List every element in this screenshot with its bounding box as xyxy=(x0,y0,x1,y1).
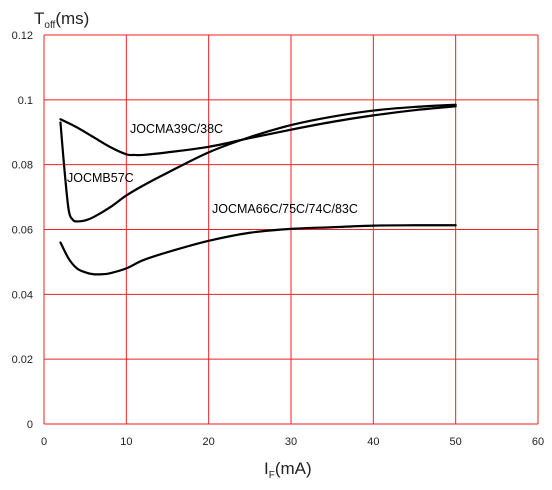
x-tick-label: 10 xyxy=(120,436,132,448)
series-label-jocma39c: JOCMA39C/38C xyxy=(130,122,223,136)
y-tick-label: 0.1 xyxy=(18,95,33,107)
x-axis-title-unit: (mA) xyxy=(275,459,312,478)
x-tick-label: 50 xyxy=(450,436,462,448)
series-label-jocma66c: JOCMA66C/75C/74C/83C xyxy=(212,202,358,216)
series-label-jocmb57c: JOCMB57C xyxy=(67,171,134,185)
x-tick-label: 40 xyxy=(367,436,379,448)
x-axis-title-main: I xyxy=(264,459,269,478)
y-axis-title: Toff(ms) xyxy=(34,9,89,31)
x-axis-title: IF(mA) xyxy=(264,459,312,481)
x-tick-label: 0 xyxy=(41,436,47,448)
y-axis-title-unit: (ms) xyxy=(55,9,89,28)
series-lines xyxy=(59,103,457,276)
y-tick-labels: 0 0.02 0.04 0.06 0.08 0.1 0.12 xyxy=(12,30,33,431)
y-tick-label: 0.06 xyxy=(12,225,33,237)
series-line-2 xyxy=(59,224,457,276)
x-tick-label: 60 xyxy=(532,436,544,448)
y-tick-label: 0.08 xyxy=(12,160,33,172)
series-line-0 xyxy=(59,105,457,157)
x-tick-label: 20 xyxy=(203,436,215,448)
x-tick-label: 30 xyxy=(285,436,297,448)
x-tick-labels: 0 10 20 30 40 50 60 xyxy=(41,436,544,448)
y-tick-label: 0.04 xyxy=(12,289,33,301)
y-tick-label: 0.02 xyxy=(12,354,33,366)
y-axis-title-main: T xyxy=(34,9,44,28)
y-axis-title-sub: off xyxy=(44,20,55,31)
y-tick-label: 0 xyxy=(27,419,33,431)
x-axis-title-sub: F xyxy=(269,470,275,481)
y-tick-label: 0.12 xyxy=(12,30,33,42)
grid xyxy=(43,34,539,425)
series-line-1 xyxy=(59,103,457,223)
